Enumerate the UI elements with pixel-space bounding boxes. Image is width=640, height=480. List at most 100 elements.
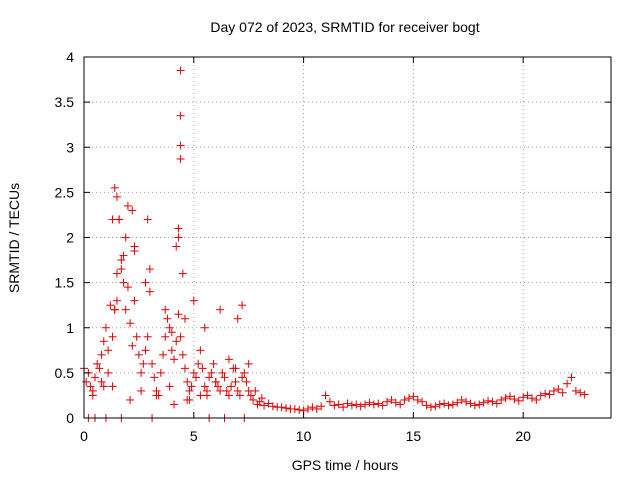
y-tick-label: 0 xyxy=(66,410,74,426)
data-point xyxy=(361,400,370,409)
data-point xyxy=(139,359,148,368)
data-point xyxy=(183,395,192,404)
data-point xyxy=(134,350,143,359)
data-point xyxy=(205,373,214,382)
data-point xyxy=(200,382,209,391)
plot-frame xyxy=(83,56,612,419)
data-point xyxy=(86,382,95,391)
data-point xyxy=(356,402,365,411)
y-axis: 0 0.5 1 1.5 2 2.5 3 3.5 4 xyxy=(55,49,611,426)
data-point xyxy=(231,377,240,386)
data-point xyxy=(347,401,356,410)
y-tick-label: 1 xyxy=(66,320,74,336)
chart-title: Day 072 of 2023, SRMTID for receiver bog… xyxy=(210,19,479,35)
data-point xyxy=(492,399,501,408)
data-point xyxy=(435,400,444,409)
data-point xyxy=(218,368,227,377)
data-point xyxy=(150,373,159,382)
data-point xyxy=(163,314,172,323)
data-point xyxy=(95,364,104,373)
data-point xyxy=(174,224,183,233)
data-point xyxy=(174,310,183,319)
data-point xyxy=(176,332,185,341)
x-tick-label: 5 xyxy=(190,428,198,444)
data-point xyxy=(130,242,139,251)
data-point xyxy=(431,402,440,411)
data-point xyxy=(257,394,266,403)
data-point xyxy=(196,391,205,400)
data-point xyxy=(161,332,170,341)
data-point xyxy=(514,396,523,405)
data-point xyxy=(220,373,229,382)
grid-lines xyxy=(84,57,611,418)
data-point xyxy=(143,215,152,224)
data-point xyxy=(99,337,108,346)
data-point xyxy=(249,395,258,404)
data-point xyxy=(161,305,170,314)
data-point xyxy=(97,350,106,359)
y-tick-label: 2.5 xyxy=(55,184,75,200)
data-point xyxy=(123,283,132,292)
x-axis: 0 5 10 15 20 xyxy=(80,57,531,444)
data-point xyxy=(523,391,532,400)
data-point xyxy=(466,399,475,408)
data-point xyxy=(112,296,121,305)
data-point xyxy=(211,377,220,386)
data-point xyxy=(233,314,242,323)
x-tick-label: 15 xyxy=(406,428,422,444)
data-point xyxy=(207,368,216,377)
data-point xyxy=(145,265,154,274)
data-point xyxy=(156,368,165,377)
data-point xyxy=(178,269,187,278)
data-point xyxy=(119,251,128,260)
data-point xyxy=(325,397,334,406)
data-point xyxy=(110,305,119,314)
data-point xyxy=(242,377,251,386)
data-point xyxy=(567,373,576,382)
data-point xyxy=(224,355,233,364)
data-point xyxy=(167,346,176,355)
data-point xyxy=(558,388,567,397)
data-point xyxy=(244,359,253,368)
data-point xyxy=(290,404,299,413)
data-point xyxy=(400,395,409,404)
data-point xyxy=(282,404,291,413)
data-point xyxy=(440,399,449,408)
y-tick-label: 2 xyxy=(66,230,74,246)
data-point xyxy=(178,350,187,359)
data-point xyxy=(505,392,514,401)
data-point xyxy=(479,398,488,407)
data-point xyxy=(165,382,174,391)
data-point xyxy=(90,373,99,382)
data-point xyxy=(295,405,304,414)
data-point xyxy=(191,373,200,382)
x-tick-label: 10 xyxy=(296,428,312,444)
data-point xyxy=(374,399,383,408)
data-point xyxy=(312,404,321,413)
data-point xyxy=(418,397,427,406)
data-point xyxy=(391,398,400,407)
data-point xyxy=(378,401,387,410)
data-point xyxy=(106,301,115,310)
y-tick-label: 1.5 xyxy=(55,275,75,291)
data-point xyxy=(128,341,137,350)
data-point xyxy=(404,394,413,403)
data-point xyxy=(240,368,249,377)
data-point xyxy=(317,402,326,411)
data-point xyxy=(172,337,181,346)
data-point xyxy=(330,401,339,410)
data-point xyxy=(268,402,277,411)
data-point xyxy=(196,346,205,355)
data-point xyxy=(246,391,255,400)
y-tick-label: 4 xyxy=(66,49,74,65)
data-point xyxy=(126,395,135,404)
data-point xyxy=(238,301,247,310)
data-point xyxy=(369,400,378,409)
data-point xyxy=(532,395,541,404)
data-point xyxy=(510,395,519,404)
data-point xyxy=(457,395,466,404)
y-tick-label: 3 xyxy=(66,139,74,155)
data-point xyxy=(117,265,126,274)
data-point xyxy=(519,393,528,402)
data-point xyxy=(176,66,185,75)
